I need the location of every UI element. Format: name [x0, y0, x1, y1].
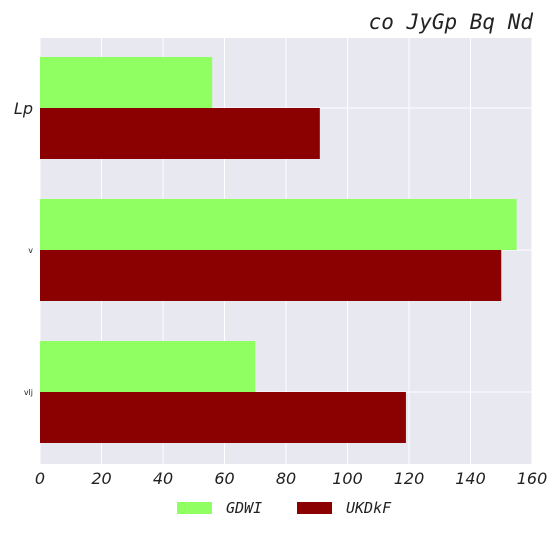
y-axis-categories: Lp v vlj	[14, 99, 33, 397]
legend-label: UKDkF	[346, 499, 392, 517]
bar	[40, 199, 517, 250]
x-tick-label: 140	[455, 469, 486, 488]
bar	[40, 108, 320, 159]
y-category-label: vlj	[24, 388, 33, 397]
bar	[40, 57, 213, 108]
x-tick-label: 0	[35, 469, 45, 488]
x-tick-label: 60	[214, 469, 234, 488]
y-category-label: v	[28, 246, 33, 255]
legend: GDWI UKDkF	[177, 499, 392, 517]
bars	[40, 57, 517, 443]
bar	[40, 392, 406, 443]
legend-swatch	[177, 502, 212, 514]
x-tick-label: 80	[276, 469, 296, 488]
x-tick-label: 100	[332, 469, 363, 488]
chart-title: co JyGp Bq Nd	[369, 10, 534, 34]
x-tick-label: 160	[517, 469, 548, 488]
legend-label: GDWI	[226, 499, 262, 517]
bar	[40, 250, 502, 301]
x-tick-label: 120	[394, 469, 425, 488]
x-axis-ticks: 0 20 40 60 80 100 120 140 160	[35, 469, 547, 488]
x-tick-label: 20	[91, 469, 111, 488]
legend-swatch	[297, 502, 332, 514]
bar	[40, 341, 256, 392]
x-tick-label: 40	[153, 469, 173, 488]
y-category-label: Lp	[14, 99, 33, 118]
